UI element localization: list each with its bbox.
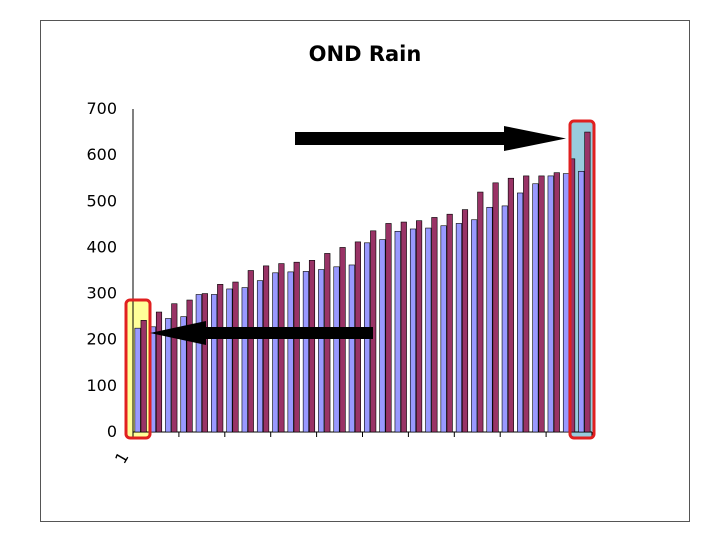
bar-series-2	[477, 191, 484, 433]
bar-series-2	[232, 281, 239, 433]
y-tick-label: 700	[86, 99, 117, 118]
bar-series-1	[578, 170, 585, 433]
bar-series-1	[486, 206, 493, 433]
bar-series-1	[440, 225, 447, 433]
bars-layer	[134, 131, 591, 433]
bar-series-2	[201, 293, 208, 433]
arrow-left-head	[150, 321, 206, 345]
highlight-box-layer	[124, 119, 596, 440]
bar-series-2	[324, 253, 331, 433]
bar-series-2	[293, 261, 300, 433]
bar-series-2	[263, 265, 270, 433]
bar-series-1	[425, 227, 432, 433]
arrow-right-head	[504, 126, 566, 151]
bar-series-1	[409, 228, 417, 433]
y-tick-label: 0	[107, 422, 117, 441]
bar-series-1	[165, 318, 172, 433]
bar-series-1	[272, 272, 279, 433]
bar-series-1	[517, 192, 524, 433]
bar-series-2	[400, 221, 407, 433]
arrow-layer	[150, 126, 566, 345]
bar-series-2	[385, 223, 392, 433]
bar-series-2	[431, 217, 438, 433]
y-tick-label: 500	[86, 191, 117, 210]
bar-series-1	[302, 271, 309, 433]
bar-series-2	[339, 247, 346, 433]
bar-series-2	[186, 299, 193, 433]
bar-series-2	[171, 303, 178, 433]
x-tick-label: 1	[111, 449, 133, 467]
bar-series-1	[226, 288, 233, 433]
bar-series-1	[287, 271, 294, 433]
bar-series-2	[584, 131, 591, 433]
bar-series-1	[532, 183, 539, 433]
bar-series-1	[318, 269, 325, 433]
bar-series-2	[247, 270, 254, 433]
bar-series-2	[538, 175, 545, 433]
bar-series-1	[348, 264, 355, 433]
y-tick-label: 200	[86, 330, 117, 349]
bar-series-2	[217, 284, 224, 433]
bar-series-1	[211, 294, 218, 433]
bar-series-2	[507, 177, 514, 433]
y-tick-label: 300	[86, 284, 117, 303]
bar-series-1	[180, 316, 187, 433]
bar-series-1	[501, 205, 508, 433]
bar-series-1	[195, 294, 202, 433]
bar-series-1	[256, 280, 264, 433]
chart-title: OND Rain	[308, 42, 422, 66]
bar-series-2	[278, 263, 285, 433]
arrow-right-shaft	[295, 132, 505, 145]
axes-layer: 0 100 200 300 400 500 600 700 1	[86, 99, 593, 467]
bar-series-2	[308, 260, 316, 433]
bar-series-2	[155, 311, 163, 433]
bar-series-1	[333, 266, 340, 433]
arrow-left-shaft	[205, 327, 373, 339]
bar-series-2	[492, 182, 499, 433]
bar-series-2	[140, 320, 147, 433]
bar-series-2	[553, 172, 560, 433]
highlight-box-low	[124, 298, 152, 440]
bar-series-2	[523, 175, 530, 433]
bar-series-1	[379, 239, 386, 433]
y-tick-label: 100	[86, 376, 117, 395]
bar-series-1	[394, 230, 401, 433]
y-tick-label: 600	[86, 145, 117, 164]
bar-series-1	[562, 173, 570, 433]
highlight-box-high	[568, 119, 596, 440]
bar-series-1	[455, 223, 462, 433]
bar-series-1	[471, 219, 478, 433]
bar-series-1	[134, 327, 141, 433]
bar-series-1	[241, 287, 248, 433]
bar-series-2	[446, 213, 453, 433]
bar-series-1	[547, 175, 554, 433]
y-tick-label: 400	[86, 237, 117, 256]
bar-series-2	[461, 209, 469, 433]
bar-series-2	[416, 220, 423, 433]
chart-frame	[40, 20, 690, 522]
